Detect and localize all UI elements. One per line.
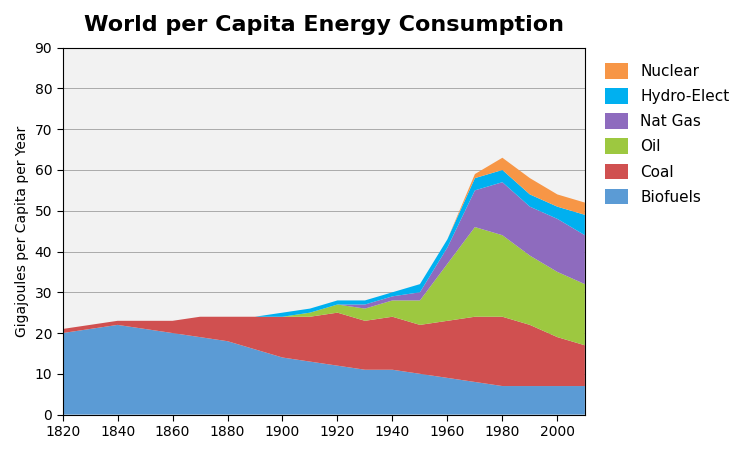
Legend: Nuclear, Hydro-Elect, Nat Gas, Oil, Coal, Biofuels: Nuclear, Hydro-Elect, Nat Gas, Oil, Coal… — [598, 55, 737, 212]
Title: World per Capita Energy Consumption: World per Capita Energy Consumption — [84, 15, 564, 35]
Y-axis label: Gigajoules per Capita per Year: Gigajoules per Capita per Year — [15, 125, 29, 337]
